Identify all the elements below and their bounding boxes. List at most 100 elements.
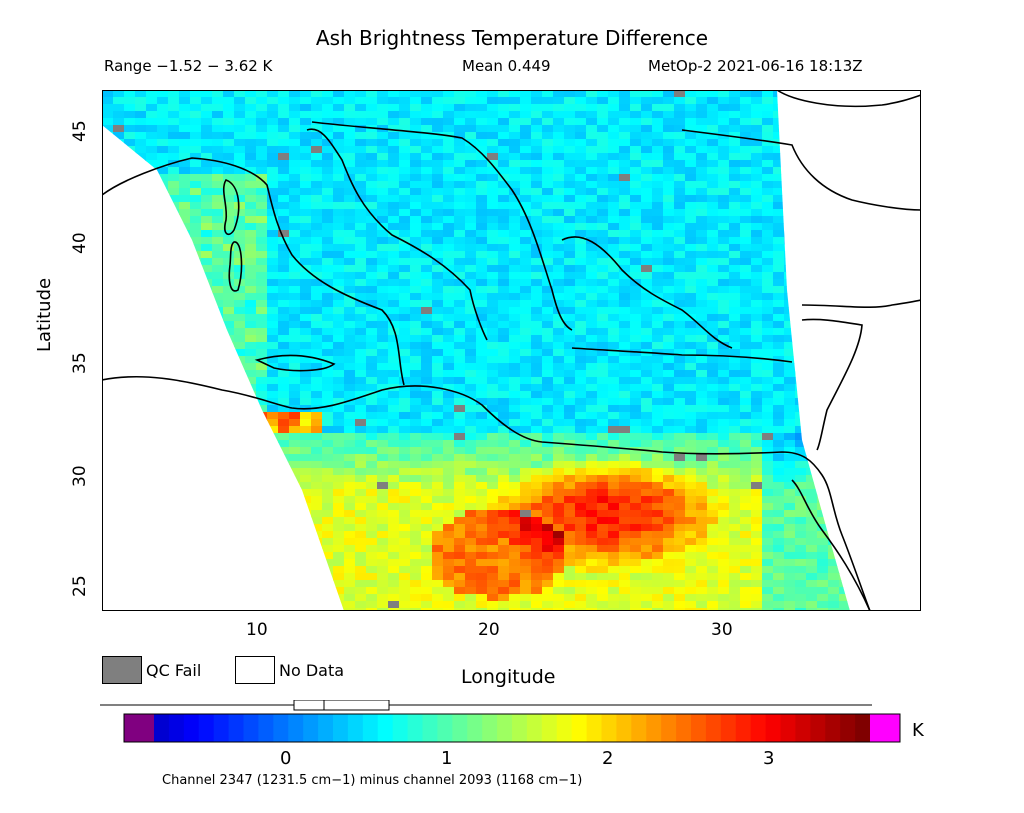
swath-pixel	[663, 146, 675, 154]
swath-pixel	[806, 503, 818, 511]
swath-pixel	[509, 118, 521, 126]
swath-pixel	[740, 111, 752, 119]
swath-pixel	[278, 426, 290, 434]
swath-pixel	[223, 188, 235, 196]
swath-pixel	[465, 244, 477, 252]
swath-pixel	[795, 531, 807, 539]
swath-pixel	[674, 384, 686, 392]
swath-pixel	[509, 300, 521, 308]
swath-pixel	[784, 314, 796, 322]
swath-pixel	[509, 202, 521, 210]
swath-pixel	[245, 265, 257, 273]
swath-pixel	[718, 202, 730, 210]
swath-pixel	[696, 321, 708, 329]
swath-pixel	[399, 377, 411, 385]
swath-pixel	[707, 251, 719, 259]
swath-pixel	[421, 391, 433, 399]
swath-pixel	[641, 258, 653, 266]
swath-pixel	[531, 433, 543, 441]
swath-pixel	[641, 265, 653, 273]
swath-pixel	[146, 111, 158, 119]
swath-pixel	[322, 377, 334, 385]
swath-pixel	[476, 573, 488, 581]
swath-pixel	[806, 489, 818, 497]
swath-pixel	[498, 426, 510, 434]
swath-pixel	[652, 531, 664, 539]
swath-pixel	[685, 321, 697, 329]
swath-pixel	[531, 349, 543, 357]
swath-pixel	[652, 440, 664, 448]
swath-pixel	[641, 489, 653, 497]
swath-pixel	[674, 440, 686, 448]
swath-pixel	[641, 398, 653, 406]
swath-pixel	[718, 111, 730, 119]
swath-pixel	[707, 454, 719, 462]
swath-pixel	[366, 258, 378, 266]
swath-pixel	[388, 132, 400, 140]
swath-pixel	[509, 195, 521, 203]
swath-pixel	[454, 370, 466, 378]
swath-pixel	[729, 209, 741, 217]
swath-pixel	[608, 538, 620, 546]
swath-pixel	[707, 321, 719, 329]
swath-pixel	[421, 566, 433, 574]
swath-pixel	[289, 293, 301, 301]
swath-pixel	[663, 559, 675, 567]
swath-pixel	[542, 279, 554, 287]
swath-pixel	[751, 293, 763, 301]
swath-pixel	[498, 566, 510, 574]
swath-pixel	[531, 377, 543, 385]
swath-pixel	[641, 559, 653, 567]
swath-pixel	[102, 111, 114, 119]
swath-pixel	[333, 391, 345, 399]
swath-pixel	[355, 174, 367, 182]
swath-pixel	[366, 559, 378, 567]
swath-pixel	[707, 335, 719, 343]
swath-pixel	[465, 391, 477, 399]
swath-pixel	[608, 216, 620, 224]
swath-pixel	[652, 468, 664, 476]
swath-pixel	[674, 426, 686, 434]
swath-pixel	[564, 90, 576, 98]
swath-pixel	[432, 545, 444, 553]
swath-pixel	[300, 300, 312, 308]
swath-pixel	[399, 97, 411, 105]
swath-pixel	[267, 132, 279, 140]
swath-pixel	[674, 293, 686, 301]
swath-pixel	[355, 202, 367, 210]
swath-pixel	[311, 195, 323, 203]
swath-pixel	[124, 104, 136, 112]
swath-pixel	[630, 419, 642, 427]
swath-pixel	[608, 188, 620, 196]
swath-pixel	[685, 244, 697, 252]
swath-pixel	[696, 118, 708, 126]
swath-pixel	[333, 461, 345, 469]
swath-pixel	[586, 272, 598, 280]
swath-pixel	[575, 153, 587, 161]
swath-pixel	[696, 566, 708, 574]
swath-pixel	[663, 342, 675, 350]
swath-pixel	[762, 524, 774, 532]
swath-pixel	[377, 104, 389, 112]
swath-pixel	[586, 391, 598, 399]
swath-pixel	[718, 335, 730, 343]
swath-pixel	[300, 440, 312, 448]
x-tick-20: 20	[478, 620, 500, 640]
swath-pixel	[630, 545, 642, 553]
swath-pixel	[707, 363, 719, 371]
swath-pixel	[256, 384, 268, 392]
swath-pixel	[333, 286, 345, 294]
swath-pixel	[487, 398, 499, 406]
swath-pixel	[652, 370, 664, 378]
swath-pixel	[542, 335, 554, 343]
swath-pixel	[454, 475, 466, 483]
swath-pixel	[487, 181, 499, 189]
swath-pixel	[289, 370, 301, 378]
swath-pixel	[388, 90, 400, 98]
swath-pixel	[696, 174, 708, 182]
swath-pixel	[542, 384, 554, 392]
swath-pixel	[366, 573, 378, 581]
swath-pixel	[641, 202, 653, 210]
swath-pixel	[531, 125, 543, 133]
swath-pixel	[465, 146, 477, 154]
